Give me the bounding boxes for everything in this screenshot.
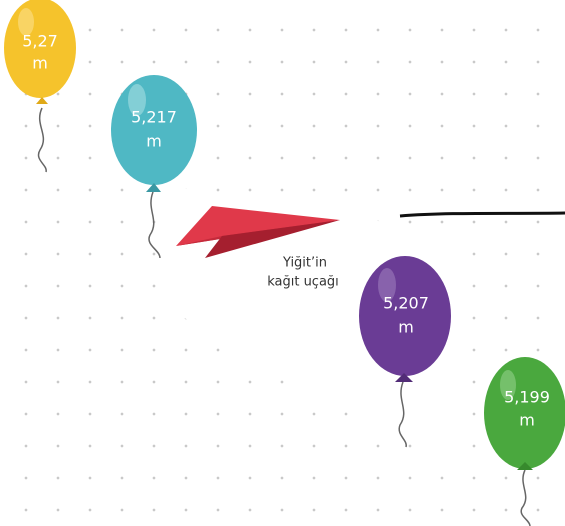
string — [38, 108, 46, 172]
balloon-green: 5,199 m — [484, 357, 565, 470]
balloon-value: 5,27 — [22, 32, 58, 51]
illustration: 5,27 m 5,217 m Yiğit’in kağıt uçağı 5,20… — [0, 0, 565, 526]
balloon-body — [111, 75, 197, 185]
balloon-value: 5,217 — [131, 108, 177, 127]
balloon-teal: 5,217 m — [111, 75, 197, 192]
knot — [36, 97, 48, 104]
plane-label: kağıt uçağı — [267, 275, 339, 290]
balloon-unit: m — [519, 411, 535, 430]
balloon-body — [359, 256, 451, 376]
balloon-unit: m — [398, 318, 414, 337]
worksheet: 5,27 m 5,217 m Yiğit’in kağıt uçağı 5,20… — [0, 0, 565, 526]
balloon-value: 5,199 — [504, 388, 550, 407]
flight-line — [400, 213, 565, 216]
plane-label: Yiğit’in — [282, 256, 327, 271]
string — [521, 470, 530, 526]
balloon-yellow: 5,27 m — [4, 0, 76, 104]
balloon-value: 5,207 — [383, 294, 429, 313]
balloon-unit: m — [146, 132, 162, 151]
string — [149, 192, 160, 258]
balloon-unit: m — [32, 54, 48, 73]
